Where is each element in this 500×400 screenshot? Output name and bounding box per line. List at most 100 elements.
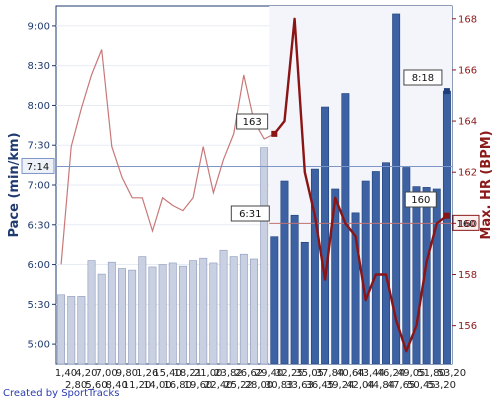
x-tick-label: 35,05 (295, 368, 324, 379)
pace-bar (168, 262, 177, 365)
left-tick-label: 5:00 (28, 340, 50, 351)
pace-marker-end (443, 88, 450, 95)
x-tick-label: 26,62 (234, 368, 263, 379)
left-tick-label: 7:30 (28, 141, 50, 152)
left-tick-label: 6:00 (28, 260, 50, 271)
left-tick-label: 7:00 (28, 181, 50, 192)
left-tick-label: 8:00 (28, 101, 50, 112)
pace-bar (148, 266, 157, 365)
x-tick-label: 30,83 (265, 380, 294, 391)
x-tick-label: 50,45 (407, 380, 436, 391)
right-tick-label: 166 (458, 65, 477, 76)
x-tick-label: 29,40 (255, 368, 284, 379)
right-tick-label: 164 (458, 117, 477, 128)
x-tick-label: 28,00 (245, 380, 274, 391)
callout-box (236, 113, 269, 130)
pace-bar (57, 294, 66, 365)
callout-label: 8:18 (412, 73, 434, 84)
pace-bar (77, 296, 86, 365)
x-tick-label: 36,45 (306, 380, 335, 391)
right-tick-label: 168 (458, 14, 477, 25)
x-tick-label: 44,84 (366, 380, 395, 391)
x-tick-label: 1,26 (136, 368, 158, 379)
pace-bar (331, 188, 340, 365)
x-tick-label: 49,05 (397, 368, 426, 379)
x-tick-label: 47,65 (387, 380, 416, 391)
x-tick-label: 37,84 (316, 368, 345, 379)
pace-bar (280, 180, 289, 365)
pace-bar (310, 168, 319, 365)
pace-reference-label: 7:14 (27, 162, 49, 173)
left-tick-label: 5:30 (28, 300, 50, 311)
x-tick-label: 33,63 (285, 380, 314, 391)
pace-bar (178, 265, 187, 365)
pace-bar (219, 249, 228, 365)
pace-bar (87, 260, 96, 365)
pace-bar (270, 236, 279, 365)
x-tick-label: 22,40 (204, 380, 233, 391)
reference-lines: 7:14 160 (21, 157, 480, 231)
x-tick-label: 25,22 (224, 380, 253, 391)
hr-marker-start (271, 130, 278, 137)
pace-bar (371, 171, 380, 365)
left-tick-label: 9:00 (28, 21, 50, 32)
credit-text: Created by SportTracks (3, 388, 119, 399)
x-axis-ticks: 1,404,207,009,801,2615,4018,2121,0023,82… (55, 368, 466, 391)
pace-bar (260, 147, 269, 365)
pace-bar (97, 273, 106, 365)
pace-bar (300, 241, 309, 365)
pace-bar (229, 256, 238, 365)
x-tick-label: 18,21 (174, 368, 203, 379)
right-axis-ticks: 156 158 160 162 164 166 168 (452, 14, 477, 332)
pace-bar (361, 180, 370, 365)
pace-bar (199, 257, 208, 365)
left-axis-title: Pace (min/km) (7, 132, 22, 237)
pace-bar (138, 256, 147, 365)
x-tick-label: 1,40 (55, 368, 77, 379)
x-tick-label: 21,00 (194, 368, 223, 379)
pace-bar (392, 13, 401, 365)
pace-bar (158, 264, 167, 365)
left-tick-label: 8:30 (28, 61, 50, 72)
pace-bar (67, 296, 76, 365)
x-tick-label: 11,20 (123, 380, 152, 391)
x-tick-label: 5,60 (85, 380, 107, 391)
left-tick-label: 6:30 (28, 220, 50, 231)
x-tick-label: 40,64 (336, 368, 365, 379)
x-tick-label: 53,20 (438, 368, 467, 379)
pace-bar (189, 260, 198, 365)
callout-label: 160 (411, 195, 430, 206)
pace-bar (118, 268, 126, 365)
x-tick-label: 8,40 (106, 380, 128, 391)
pace-reference-box (21, 157, 55, 174)
pace-bar (107, 261, 116, 365)
pace-bar (250, 258, 258, 365)
x-tick-label: 4,20 (75, 368, 97, 379)
hr-line-light (60, 49, 275, 265)
x-tick-label: 32,25 (275, 368, 304, 379)
x-tick-label: 51,80 (417, 368, 446, 379)
x-tick-label: 16,80 (163, 380, 192, 391)
x-tick-label: 43,44 (356, 368, 385, 379)
pace-bar (422, 187, 431, 365)
x-tick-label: 46,24 (377, 368, 406, 379)
pace-bar (412, 186, 421, 365)
callouts: 163 6:31 8:18 160 (230, 69, 443, 222)
x-tick-label: 7,00 (95, 368, 117, 379)
pace-bar (321, 106, 330, 365)
x-tick-label: 9,80 (116, 368, 138, 379)
callout-label: 6:31 (239, 209, 261, 220)
right-tick-label: 158 (458, 270, 477, 281)
x-tick-label: 2,80 (65, 380, 87, 391)
callout-box (404, 191, 437, 208)
x-tick-label: 23,82 (214, 368, 243, 379)
hr-line (60, 17, 450, 353)
callout-label: 163 (243, 117, 262, 128)
pace-bar (209, 262, 218, 365)
x-tick-label: 14,00 (143, 380, 172, 391)
x-tick-label: 15,40 (153, 368, 182, 379)
right-tick-label: 162 (458, 168, 477, 179)
pace-bar (442, 90, 451, 365)
x-tick-label: 53,20 (427, 380, 456, 391)
